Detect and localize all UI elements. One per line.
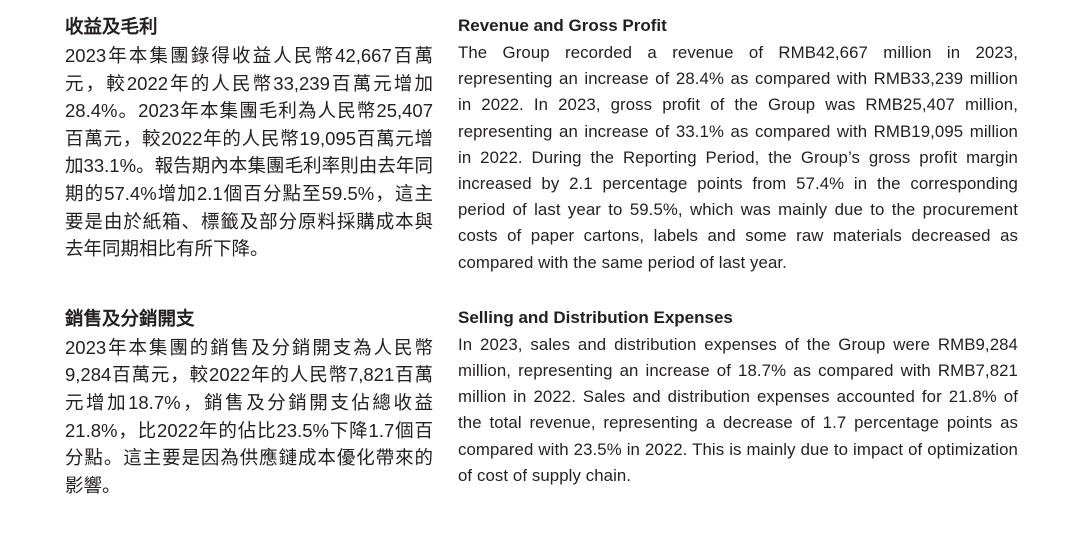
revenue-zh-heading: 收益及毛利: [65, 16, 158, 37]
revenue-zh-column: 收益及毛利 2023年本集團錄得收益人民幣42,667百萬元，較2022年的人民…: [65, 13, 433, 263]
section-selling-distribution-expenses: 銷售及分銷開支 2023年本集團的銷售及分銷開支為人民幣9,284百萬元，較20…: [65, 305, 1018, 500]
revenue-en-body: The Group recorded a revenue of RMB42,66…: [458, 43, 1018, 272]
selling-zh-column: 銷售及分銷開支 2023年本集團的銷售及分銷開支為人民幣9,284百萬元，較20…: [65, 305, 433, 500]
revenue-en-heading: Revenue and Gross Profit: [458, 16, 667, 35]
selling-zh-body: 2023年本集團的銷售及分銷開支為人民幣9,284百萬元，較2022年的人民幣7…: [65, 336, 433, 496]
selling-en-heading: Selling and Distribution Expenses: [458, 307, 733, 327]
selling-en-column: Selling and Distribution Expenses In 202…: [458, 305, 1018, 489]
revenue-en-column: Revenue and Gross Profit The Group recor…: [458, 13, 1018, 276]
revenue-zh-body: 2023年本集團錄得收益人民幣42,667百萬元，較2022年的人民幣33,23…: [65, 45, 433, 260]
section-revenue-gross-profit: 收益及毛利 2023年本集團錄得收益人民幣42,667百萬元，較2022年的人民…: [65, 13, 1018, 276]
selling-zh-heading: 銷售及分銷開支: [65, 307, 195, 329]
selling-en-body: In 2023, sales and distribution expenses…: [458, 334, 1018, 485]
